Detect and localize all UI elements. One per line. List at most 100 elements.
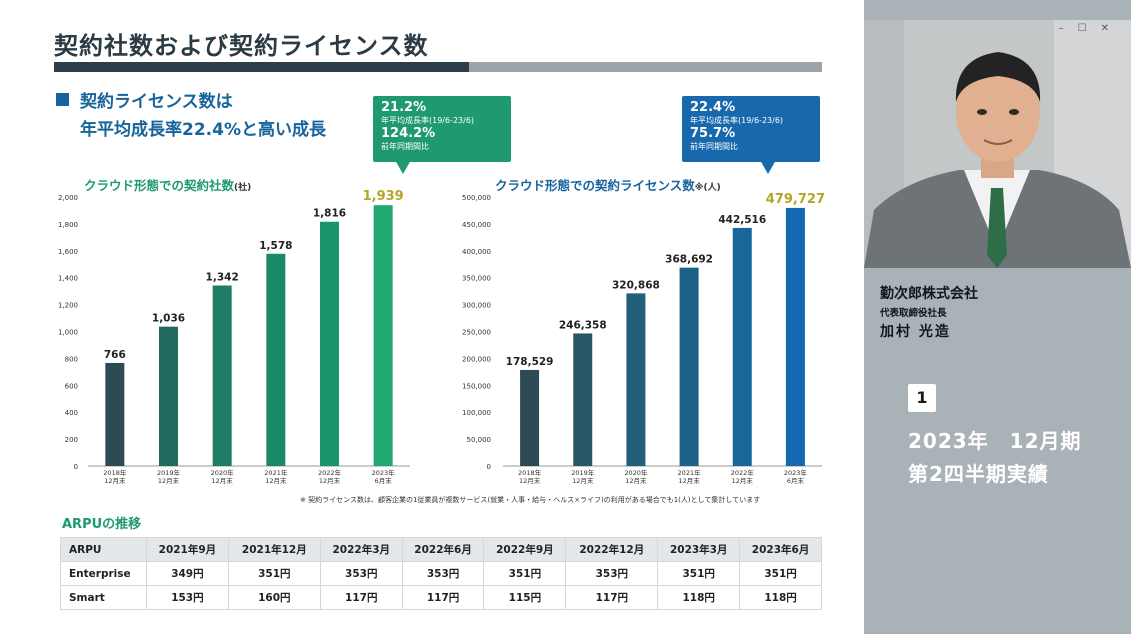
y-tick-label: 1,200 [58, 302, 78, 310]
chart-title-companies: クラウド形態での契約社数(社) [84, 175, 251, 194]
arpu-row-label: Smart [60, 585, 147, 610]
arpu-cell: 160円 [227, 585, 321, 610]
minimize-icon[interactable]: – [1058, 23, 1078, 34]
arpu-cell: 115円 [483, 585, 567, 610]
close-icon[interactable]: ✕ [1100, 23, 1123, 34]
title-underline-dark [54, 62, 469, 72]
y-tick-label: 400,000 [462, 248, 491, 256]
callout-companies: 21.2% 年平均成長率(19/6-23/6) 124.2% 前年同期間比 [373, 96, 511, 174]
x-tick-label: 2018年 [518, 468, 542, 477]
callout-licenses-cagr: 22.4% [690, 100, 736, 115]
data-label: 1,578 [259, 240, 292, 252]
arpu-cell: 353円 [319, 561, 403, 586]
x-tick-label: 2019年 [571, 468, 595, 477]
arpu-header-period: 2022年6月 [401, 537, 485, 562]
arpu-header-period: 2021年9月 [146, 537, 229, 562]
bar-licenses [626, 293, 646, 466]
section-number-badge: 1 [908, 384, 936, 412]
data-label: 320,868 [612, 279, 660, 291]
callout-licenses-yoy: 75.7% [690, 126, 736, 141]
y-tick-label: 0 [487, 463, 491, 471]
maximize-icon[interactable]: ☐ [1077, 23, 1101, 34]
arpu-cell: 117円 [565, 585, 659, 610]
arpu-cell: 351円 [739, 561, 822, 586]
y-tick-label: 200 [65, 436, 78, 444]
data-label: 766 [104, 349, 126, 361]
x-tick-label: 6月末 [787, 476, 805, 485]
y-tick-label: 500,000 [462, 194, 491, 202]
bar-licenses [785, 207, 805, 467]
bar-companies [320, 221, 339, 466]
arpu-header-label: ARPU [60, 537, 147, 562]
data-label: 246,358 [559, 319, 607, 331]
x-tick-label: 2020年 [624, 468, 648, 477]
arpu-row: Smart 153円 160円 117円 117円 115円 117円 118円 118円 [60, 585, 822, 610]
y-tick-label: 2,000 [58, 194, 78, 202]
x-tick-label: 12月末 [158, 476, 180, 485]
callout-licenses-cagr-label: 年平均成長率(19/6-23/6) [690, 116, 784, 125]
y-tick-label: 100,000 [462, 409, 491, 417]
chart-unit-companies: (社) [234, 183, 252, 193]
arpu-table: ARPU 2021年9月 2021年12月 2022年3月 2022年6月 2022年9月… [60, 537, 822, 610]
speaker-panel: –☐✕ 勤次郎株式会社 代表取締役社長 加村 光造 1 2023年 12月期 第… [864, 0, 1131, 634]
data-label: 1,342 [206, 272, 239, 284]
window-controls: –☐✕ [1059, 23, 1123, 34]
bar-companies [159, 326, 178, 466]
y-tick-label: 1,000 [58, 329, 78, 337]
x-tick-label: 12月末 [104, 476, 126, 485]
arpu-header-period: 2022年12月 [565, 537, 659, 562]
callout-tail [395, 160, 411, 174]
y-tick-label: 250,000 [462, 329, 491, 337]
arpu-cell: 351円 [227, 561, 321, 586]
callout-licenses: 22.4% 年平均成長率(19/6-23/6) 75.7% 前年同期間比 [682, 96, 820, 174]
x-tick-label: 2021年 [678, 468, 702, 477]
arpu-cell: 117円 [319, 585, 403, 610]
arpu-row-label: Enterprise [60, 561, 147, 586]
y-tick-label: 1,400 [58, 275, 78, 283]
arpu-cell: 117円 [401, 585, 485, 610]
data-label: 479,727 [766, 192, 825, 207]
data-label: 1,816 [313, 208, 346, 220]
callout-companies-yoy: 124.2% [381, 126, 436, 141]
chart-title-licenses-text: クラウド形態での契約ライセンス数 [495, 178, 695, 193]
company-name: 勤次郎株式会社 [880, 286, 978, 302]
arpu-header-period: 2023年6月 [739, 537, 822, 562]
x-tick-label: 2023年 [372, 468, 396, 477]
bar-companies [212, 285, 232, 466]
callout-companies-yoy-label: 前年同期間比 [381, 142, 429, 151]
x-tick-label: 2020年 [211, 468, 235, 477]
data-label: 1,036 [152, 313, 185, 325]
arpu-header-period: 2022年9月 [483, 537, 567, 562]
x-tick-label: 2018年 [103, 468, 127, 477]
y-tick-label: 0 [74, 463, 78, 471]
y-tick-label: 350,000 [462, 275, 491, 283]
arpu-cell: 353円 [401, 561, 485, 586]
x-tick-label: 12月末 [625, 476, 647, 485]
x-tick-label: 12月末 [519, 476, 541, 485]
headline-line-2: 年平均成長率22.4%と高い成長 [80, 120, 326, 140]
x-tick-label: 12月末 [572, 476, 594, 485]
bar-licenses [520, 369, 540, 466]
callout-licenses-yoy-label: 前年同期間比 [690, 142, 738, 151]
x-tick-label: 12月末 [678, 476, 700, 485]
arpu-cell: 349円 [146, 561, 229, 586]
chart-title-companies-text: クラウド形態での契約社数 [84, 178, 235, 193]
fiscal-period-subtitle: 第2四半期実績 [908, 462, 1049, 486]
data-label: 442,516 [718, 214, 766, 226]
callout-companies-cagr-label: 年平均成長率(19/6-23/6) [381, 116, 475, 125]
speaker-name: 加村 光造 [880, 324, 951, 340]
x-tick-label: 2019年 [157, 468, 181, 477]
x-tick-label: 12月末 [212, 476, 234, 485]
fiscal-period-title: 2023年 12月期 [908, 429, 1082, 453]
data-label: 368,692 [665, 254, 713, 266]
x-tick-label: 2022年 [318, 468, 342, 477]
bar-licenses [573, 333, 593, 466]
y-tick-label: 1,600 [58, 248, 78, 256]
arpu-cell: 153円 [146, 585, 229, 610]
data-label: 178,529 [506, 356, 554, 368]
arpu-cell: 118円 [657, 585, 741, 610]
x-tick-label: 12月末 [732, 476, 754, 485]
arpu-header-period: 2021年12月 [227, 537, 321, 562]
y-tick-label: 800 [65, 355, 78, 363]
callout-tail [760, 160, 776, 174]
